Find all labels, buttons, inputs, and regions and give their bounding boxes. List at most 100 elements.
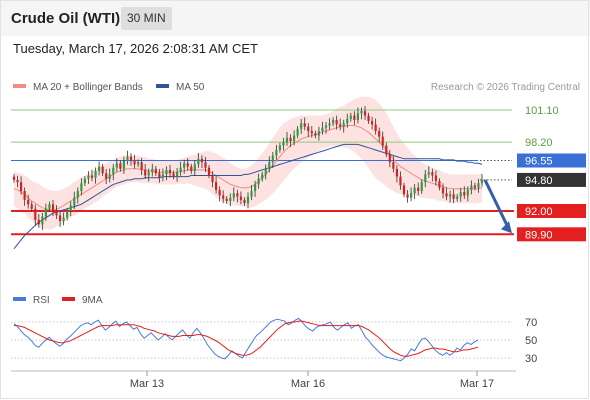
candle	[250, 185, 253, 201]
candle-body	[303, 123, 306, 127]
level-badge-text: 96.55	[525, 156, 553, 168]
candle	[441, 183, 445, 199]
candle	[225, 196, 228, 204]
candle	[214, 176, 218, 194]
candle-body	[278, 145, 282, 150]
candle-body	[129, 156, 133, 160]
candle	[296, 126, 299, 139]
candle-body	[374, 124, 377, 132]
rsi-legend-label-0: RSI	[33, 295, 50, 306]
candle	[94, 167, 97, 184]
candle	[48, 201, 51, 212]
candle-body	[23, 191, 26, 200]
candle	[438, 178, 441, 191]
candle-body	[417, 187, 420, 192]
level-badge-96.55: 96.55	[517, 153, 586, 168]
candle	[424, 170, 427, 188]
candle	[278, 142, 282, 153]
ma20-line	[13, 125, 483, 211]
candle	[321, 121, 324, 135]
candle-body	[470, 185, 473, 190]
candle	[417, 182, 420, 196]
level-label-101.10: 101.10	[525, 105, 559, 117]
candle	[12, 173, 16, 183]
candle	[200, 155, 204, 169]
time-axis: Mar 13 Mar 16 Mar 17	[11, 370, 516, 390]
candle	[406, 190, 409, 203]
candle	[434, 170, 438, 186]
rsi-tick-50: 50	[525, 335, 537, 347]
projection	[483, 179, 512, 234]
candle-body	[147, 172, 150, 176]
candle-body	[250, 191, 253, 197]
candle-body	[211, 175, 214, 183]
candle-body	[168, 169, 172, 174]
candle	[243, 197, 246, 207]
candle-body	[261, 174, 264, 179]
candle	[83, 176, 87, 187]
candle	[108, 168, 111, 183]
watermark: Research © 2026 Trading Central	[431, 82, 580, 93]
level-badge-bg	[517, 227, 586, 242]
candle	[218, 186, 221, 202]
candle-body	[459, 192, 462, 197]
candle-body	[480, 179, 484, 184]
candle-body	[200, 158, 204, 163]
candle	[314, 130, 317, 139]
candle	[183, 159, 186, 174]
timeframe-badge[interactable]: 30 MIN	[121, 7, 172, 30]
candle-body	[48, 204, 51, 209]
candle-body	[349, 115, 352, 119]
candle	[58, 211, 62, 227]
candle-body	[19, 182, 23, 192]
candle-body	[466, 189, 469, 196]
candle	[346, 113, 349, 128]
candle	[402, 182, 406, 198]
candle-body	[62, 217, 65, 221]
candle	[147, 168, 150, 182]
candle	[175, 167, 179, 182]
legend-swatch-1	[156, 84, 169, 88]
candle-body	[456, 196, 459, 199]
candle	[41, 212, 44, 231]
candle	[37, 213, 40, 228]
candle-body	[16, 179, 19, 183]
candle	[470, 180, 473, 195]
candle	[317, 126, 321, 141]
candle-body	[172, 173, 175, 177]
candle	[445, 187, 448, 201]
candle	[292, 130, 296, 146]
level-badge-text: 92.00	[525, 206, 553, 218]
candle	[239, 191, 243, 205]
candle	[168, 164, 172, 178]
candle-body	[119, 163, 122, 169]
level-badge-bg	[517, 153, 586, 168]
level-badge-89.90: 89.90	[517, 227, 586, 242]
rsi-ma-line	[14, 320, 479, 357]
candle	[154, 166, 157, 177]
candle-body	[239, 196, 243, 200]
candle-body	[186, 163, 189, 167]
candle	[151, 163, 154, 177]
candle	[374, 118, 377, 135]
candle	[331, 117, 335, 127]
level-badge-text: 94.80	[525, 175, 553, 187]
candle	[23, 187, 26, 206]
legend-label-0: MA 20 + Bollinger Bands	[33, 82, 143, 93]
candle-body	[367, 115, 370, 122]
candle-body	[122, 161, 126, 169]
candle-body	[378, 131, 381, 137]
candle	[413, 184, 416, 200]
candle	[73, 191, 76, 210]
candle	[324, 121, 328, 134]
candle-body	[87, 175, 90, 179]
candle	[179, 161, 182, 176]
candle-body	[214, 182, 218, 190]
candle-body	[271, 155, 274, 163]
candle-body	[112, 167, 115, 175]
candle	[409, 187, 413, 202]
candle-body	[140, 162, 143, 170]
candle	[161, 168, 165, 182]
candle	[356, 107, 360, 124]
candle-body	[165, 169, 168, 175]
